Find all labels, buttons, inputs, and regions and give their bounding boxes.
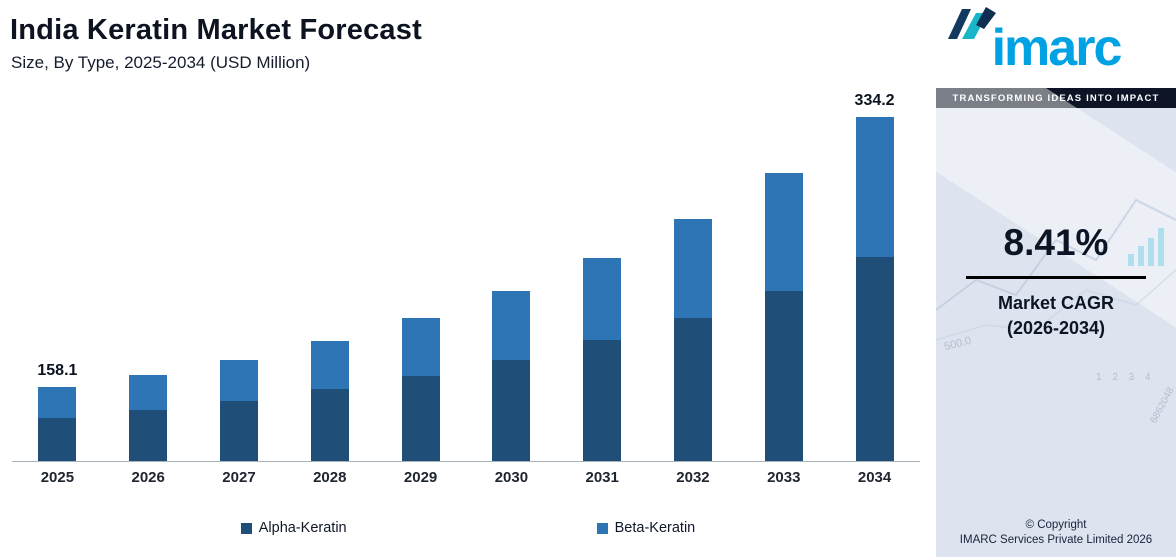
alpha-keratin-segment xyxy=(38,418,77,461)
page-title: India Keratin Market Forecast xyxy=(10,14,422,46)
imarc-logo-wordmark: imarc xyxy=(991,19,1123,77)
sidebar-decoration-linechart xyxy=(936,198,1176,341)
x-axis-label: 2034 xyxy=(857,469,892,486)
x-axis-label: 2028 xyxy=(313,469,347,486)
alpha-keratin-segment xyxy=(401,376,440,461)
cagr-period: (2026-2034) xyxy=(1006,318,1106,338)
bar-value-label: 334.2 xyxy=(854,92,895,109)
stacked-bar xyxy=(583,258,622,461)
alpha-keratin-segment xyxy=(764,291,803,461)
alpha-keratin-segment xyxy=(219,401,258,461)
alpha-keratin-segment xyxy=(855,257,894,461)
stacked-bar xyxy=(764,173,803,461)
legend-item-alpha-keratin: Alpha-Keratin xyxy=(240,520,347,536)
bar-group-2033 xyxy=(738,116,829,461)
x-axis-label: 2029 xyxy=(403,469,438,486)
legend-label: Alpha-Keratin xyxy=(258,520,347,536)
x-axis-label: 2027 xyxy=(222,469,256,486)
chart-subtitle: Size, By Type, 2025-2034 (USD Million) xyxy=(11,53,311,72)
chart-panel: India Keratin Market Forecast Size, By T… xyxy=(0,14,936,536)
beta-keratin-segment xyxy=(219,360,258,401)
alpha-keratin-segment xyxy=(310,389,349,461)
x-axis-label: 2031 xyxy=(585,469,619,486)
x-axis: 2025 2026 2027 2028 2029 2030 2031 2032 2033 2034 xyxy=(12,469,920,486)
imarc-logo: imarc xyxy=(936,0,1176,88)
x-axis-label: 2032 xyxy=(676,469,710,486)
alpha-keratin-segment xyxy=(673,318,712,461)
watermark-text: 1 2 3 4 xyxy=(1096,372,1155,383)
x-axis-label: 2026 xyxy=(131,469,165,486)
bar-group-2025: 158.1 xyxy=(12,116,103,461)
legend-swatch xyxy=(596,522,608,534)
beta-keratin-segment xyxy=(38,387,77,418)
beta-keratin-segment xyxy=(129,375,168,410)
imarc-tagline: TRANSFORMING IDEAS INTO IMPACT xyxy=(936,88,1176,108)
copyright-line2: IMARC Services Private Limited 2026 xyxy=(959,534,1153,547)
stacked-bar xyxy=(310,341,349,461)
bar-group-2030 xyxy=(466,116,557,461)
cagr-value: 8.41% xyxy=(1003,222,1109,263)
stacked-bar-chart: 158.1 334.2 2025 2026 2027 2028 2029 2030 2031 2… xyxy=(12,90,920,486)
legend-label: Beta-Keratin xyxy=(614,520,696,536)
bar-group-2027 xyxy=(194,116,285,461)
watermark-text: 6862048 xyxy=(1148,385,1176,426)
cagr-label: Market CAGR xyxy=(997,293,1115,313)
beta-keratin-segment xyxy=(583,258,622,340)
cagr-block: 8.41% Market CAGR (2026-2034) xyxy=(936,222,1176,339)
stacked-bar xyxy=(219,360,258,461)
beta-keratin-segment xyxy=(492,291,531,360)
beta-keratin-segment xyxy=(673,219,712,318)
cagr-underline xyxy=(966,276,1146,279)
bar-group-2034: 334.2 xyxy=(829,92,920,461)
bar-group-2031 xyxy=(557,116,648,461)
beta-keratin-segment xyxy=(310,341,349,389)
sidebar-decoration-bars xyxy=(1128,228,1164,266)
stacked-bar xyxy=(401,318,440,461)
bar-group-2032 xyxy=(648,116,739,461)
copyright-line1: © Copyright xyxy=(1025,518,1087,531)
legend-swatch xyxy=(240,522,252,534)
legend-item-beta-keratin: Beta-Keratin xyxy=(596,520,696,536)
sidebar: 500.0 1 2 3 4 6862048 imarc TRANSFORMING… xyxy=(936,0,1176,557)
beta-keratin-segment xyxy=(764,173,803,291)
beta-keratin-segment xyxy=(855,117,894,257)
stacked-bar xyxy=(673,219,712,461)
beta-keratin-segment xyxy=(401,318,440,376)
stacked-bar: 158.1 xyxy=(37,362,77,461)
stacked-bar: 334.2 xyxy=(855,92,895,461)
chart-legend: Alpha-Keratin Beta-Keratin xyxy=(0,520,936,536)
plot-area: 158.1 334.2 xyxy=(12,92,920,462)
bar-group-2029 xyxy=(375,116,466,461)
alpha-keratin-segment xyxy=(583,340,622,461)
stacked-bar xyxy=(129,375,168,461)
x-axis-label: 2030 xyxy=(494,469,529,486)
x-axis-label: 2025 xyxy=(40,469,75,486)
bar-group-2028 xyxy=(284,116,375,461)
bar-group-2026 xyxy=(103,116,194,461)
copyright-notice: © Copyright IMARC Services Private Limit… xyxy=(936,518,1176,549)
x-axis-label: 2033 xyxy=(767,469,801,486)
alpha-keratin-segment xyxy=(129,410,168,461)
bar-value-label: 158.1 xyxy=(37,362,78,379)
stacked-bar xyxy=(492,291,531,461)
imarc-logo-mark-icon xyxy=(948,7,996,39)
alpha-keratin-segment xyxy=(492,360,531,461)
